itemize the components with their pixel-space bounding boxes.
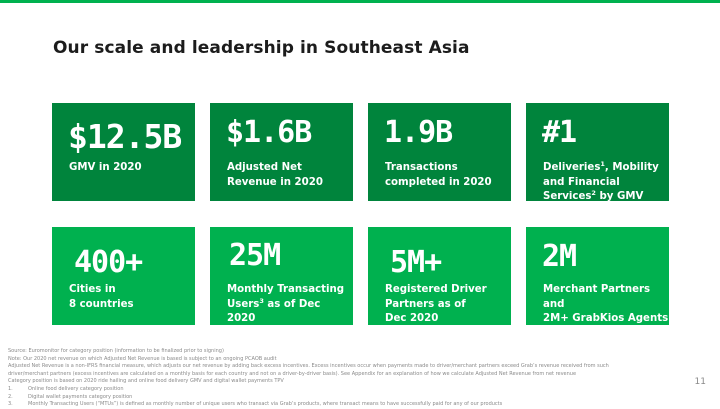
footnotes: Source: Euromonitor for category positio… — [8, 348, 698, 409]
metric-value: 25M — [229, 238, 281, 273]
metric-card-transactions: 1.9B Transactions completed in 2020 — [368, 103, 511, 201]
metric-card-mtu: 25M Monthly Transacting Users3 as of Dec… — [210, 227, 353, 325]
metric-value: 400+ — [74, 245, 143, 280]
footnote-line: Note: Our 2020 net revenue on which Adju… — [8, 355, 277, 362]
metric-card-gmv: $12.5B GMV in 2020 — [52, 103, 195, 201]
metric-card-driver-partners: 5M+ Registered Driver Partners as of Dec… — [368, 227, 511, 325]
page-number: 11 — [694, 377, 706, 387]
metric-label: Cities in 8 countries — [69, 284, 134, 310]
footnote-numbered: 2. Digital wallet payments category posit… — [8, 393, 133, 400]
top-accent-bar — [0, 0, 720, 3]
metric-card-category-leader: #1 Deliveries1, Mobility and Financial S… — [526, 103, 669, 202]
footnote-line: Category position is based on 2020 ride … — [8, 378, 284, 385]
metric-label: Transactions completed in 2020 — [385, 162, 492, 188]
metric-card-merchant-partners: 2M Merchant Partners and 2M+ GrabKios Ag… — [526, 227, 669, 339]
metric-value: 2M — [542, 239, 577, 274]
metric-card-adjusted-net-revenue: $1.6B Adjusted Net Revenue in 2020 — [210, 103, 353, 201]
footnote-line: Source: Euromonitor for category positio… — [8, 348, 224, 354]
metric-value: $1.6B — [226, 115, 312, 150]
metric-value: $12.5B — [68, 117, 182, 156]
metric-label: Monthly Transacting Users3 as of Dec 202… — [227, 284, 345, 324]
metric-value: 1.9B — [384, 115, 453, 150]
footnote-line: driver/merchant partners (excess incenti… — [8, 370, 577, 377]
metric-label: Deliveries1, Mobility and Financial Serv… — [543, 160, 659, 202]
metric-label: GMV in 2020 — [69, 162, 142, 173]
footnote-numbered: 1. Online food delivery category position — [8, 385, 124, 392]
metric-label: Adjusted Net Revenue in 2020 — [227, 162, 323, 188]
metric-label: Registered Driver Partners as of Dec 202… — [385, 284, 487, 324]
metric-card-cities: 400+ Cities in 8 countries — [52, 227, 195, 325]
footnote-numbered: 3. Monthly Transacting Users (“MTUs”) is … — [8, 401, 503, 408]
metric-value: #1 — [542, 115, 577, 150]
metric-value: 5M+ — [390, 245, 442, 280]
slide-title: Our scale and leadership in Southeast As… — [53, 38, 470, 58]
metrics-grid: $12.5B GMV in 2020 $1.6B Adjusted Net Re… — [52, 103, 670, 339]
metric-label: Merchant Partners and 2M+ GrabKios Agent… — [543, 284, 669, 339]
footnote-line: Adjusted Net Revenue is a non-IFRS finan… — [8, 363, 609, 370]
